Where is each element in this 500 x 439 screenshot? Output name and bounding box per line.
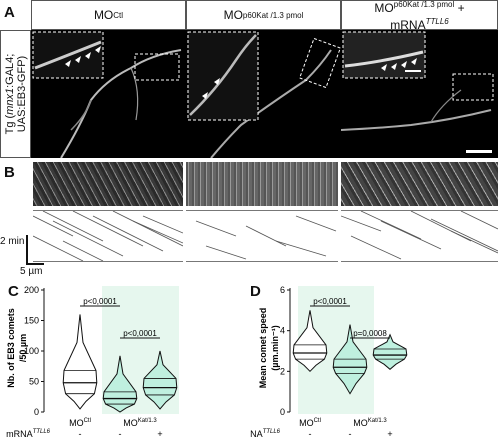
yticks-c: 0 50 100 150 200 bbox=[24, 285, 44, 417]
ytick-label: 0 bbox=[34, 407, 39, 417]
header-col1-base: MO bbox=[93, 7, 114, 22]
header-col1: MO Ctl bbox=[31, 0, 186, 30]
chart-c: Nb. of EB3 comets /50 µm 0 50 100 150 200 p<… bbox=[6, 285, 179, 439]
yticks-d: 0 2 4 6 bbox=[280, 285, 290, 417]
ytick-label: 50 bbox=[29, 377, 39, 387]
header-col2-sup: p60Kat /1.3 pmol bbox=[242, 10, 304, 20]
mrna-label-base: mRNA bbox=[6, 429, 33, 439]
mrna-value-1: - bbox=[349, 429, 352, 439]
header-col2: MO p60Kat /1.3 pmol bbox=[186, 0, 341, 30]
ytick-label: 0 bbox=[280, 407, 285, 417]
panel-label-a: A bbox=[4, 4, 15, 21]
row-label-prefix: Tg ( bbox=[3, 114, 16, 135]
group-label-ctl-base: MO bbox=[299, 418, 314, 428]
panel-label-c: C bbox=[8, 283, 19, 300]
ytick-label: 6 bbox=[280, 285, 285, 295]
kymograph-ctl bbox=[33, 162, 183, 206]
header-col3-plus: + bbox=[454, 1, 465, 15]
mrna-value-2: + bbox=[387, 429, 392, 439]
mrna-value-0: - bbox=[309, 429, 312, 439]
ylabel-d-line1: Mean comet speed bbox=[258, 308, 268, 389]
group-label-ctl-sup: Ctl bbox=[314, 418, 321, 424]
group-label-kat-base: MO bbox=[123, 418, 138, 428]
group-label-ctl: MOCtl bbox=[69, 418, 91, 428]
group-label-ctl-base: MO bbox=[69, 418, 84, 428]
violin-c-0 bbox=[62, 314, 98, 410]
group-label-ctl: MOCtl bbox=[299, 418, 321, 428]
ylabel-c-line2: /50 µm bbox=[18, 334, 28, 362]
ytick-label: 4 bbox=[280, 326, 285, 336]
time-scale-bar bbox=[26, 235, 28, 265]
header-col3-sup: p60Kat /1.3 pmol bbox=[393, 0, 455, 9]
time-scale-label: 2 min bbox=[0, 236, 25, 247]
kymograph-kat bbox=[186, 162, 338, 206]
row-label-rest: :GAL4; bbox=[3, 53, 16, 88]
row-label-line2: UAS:EB3-GFP) bbox=[15, 55, 28, 133]
space-scale-label: 5 µm bbox=[20, 266, 43, 277]
space-scale-bar bbox=[26, 263, 44, 265]
header-col3: MOp60Kat /1.3 pmol + mRNATTLL6 bbox=[341, 0, 498, 32]
trace-ctl bbox=[33, 210, 183, 262]
panel-label-d: D bbox=[250, 283, 261, 300]
ytick-label: 150 bbox=[24, 316, 39, 326]
header-col3-line2: mRNA bbox=[390, 18, 426, 32]
mrna-value-0: - bbox=[79, 429, 82, 439]
violins-d bbox=[292, 310, 408, 395]
mrna-label-sup: TTLL6 bbox=[263, 429, 281, 435]
panel-label-b: B bbox=[4, 164, 15, 181]
mrna-label: mRNATTLL6 bbox=[250, 429, 281, 439]
group-label-ctl-sup: Ctl bbox=[84, 418, 91, 424]
micrograph-ctl bbox=[31, 30, 186, 158]
header-col2-base: MO bbox=[223, 7, 243, 22]
comparison-label-c-0: p<0,0001 bbox=[83, 297, 117, 306]
kymograph-rescue bbox=[341, 162, 498, 206]
comparison-label-c-1: p<0,0001 bbox=[123, 329, 157, 338]
trace-kat bbox=[186, 210, 338, 262]
ylabel-d-line2: (µm.min⁻¹) bbox=[270, 325, 280, 370]
group-label-kat-sup: Kat/1.3 bbox=[138, 418, 158, 424]
group-label-kat: MOKat/1.3 bbox=[123, 418, 157, 428]
mrna-label: mRNATTLL6 bbox=[6, 429, 51, 439]
ytick-label: 200 bbox=[24, 285, 39, 295]
chart-d: Mean comet speed (µm.min⁻¹) 0 2 4 6 p<0,000… bbox=[250, 285, 408, 439]
micrograph-rescue bbox=[341, 30, 498, 158]
ytick-label: 100 bbox=[24, 346, 39, 356]
mrna-label-base: mRNA bbox=[250, 429, 263, 439]
comparisons-d: p<0,0001 p=0,0008 bbox=[310, 297, 390, 339]
header-col3-line2-sup: TTLL6 bbox=[425, 17, 449, 26]
comparisons-c: p<0,0001 p<0,0001 bbox=[80, 297, 160, 339]
ytick-label: 2 bbox=[280, 366, 285, 376]
mrna-value-2: + bbox=[157, 429, 162, 439]
trace-rescue bbox=[341, 210, 498, 262]
header-col3-base: MO bbox=[374, 1, 394, 15]
group-label-kat: MOKat/1.3 bbox=[353, 418, 387, 428]
violin-d-2 bbox=[372, 333, 408, 370]
violins-c bbox=[62, 314, 178, 413]
group-label-kat-base: MO bbox=[353, 418, 368, 428]
row-label-a: Tg (mnx1:GAL4; UAS:EB3-GFP) bbox=[0, 30, 31, 158]
comparison-label-d-0: p<0,0001 bbox=[313, 297, 347, 306]
row-label-italic: mnx1 bbox=[3, 87, 16, 115]
ylabel-c-line1: Nb. of EB3 comets bbox=[6, 308, 16, 388]
header-col1-sup: Ctl bbox=[113, 10, 124, 20]
mrna-value-1: - bbox=[119, 429, 122, 439]
comparison-label-d-1: p=0,0008 bbox=[353, 329, 387, 338]
mrna-label-sup: TTLL6 bbox=[33, 429, 51, 435]
group-label-kat-sup: Kat/1.3 bbox=[368, 418, 388, 424]
micrograph-kat bbox=[186, 30, 341, 158]
